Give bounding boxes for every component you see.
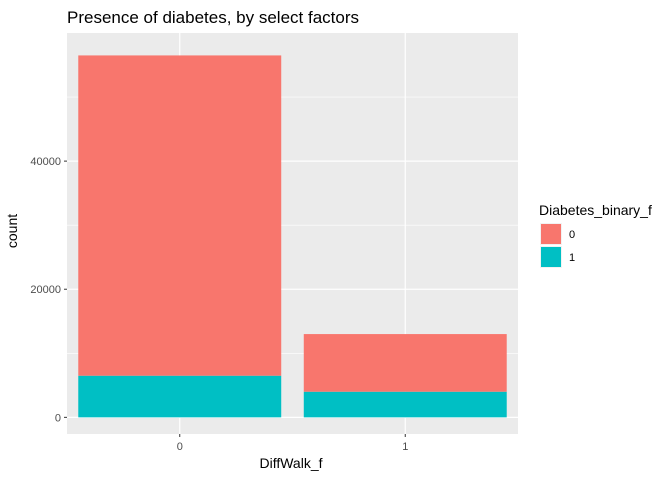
y-tick-label: 40000 [30,156,61,168]
chart-title: Presence of diabetes, by select factors [67,8,359,27]
bar-0-series-0 [78,55,282,376]
legend-swatch-0 [541,224,561,244]
y-axis: 0 20000 40000 [30,156,67,424]
y-axis-title: count [4,214,20,248]
bars [78,55,507,418]
legend-swatch-1 [541,247,561,267]
legend-label-1: 1 [569,252,575,264]
legend-label-0: 0 [569,229,575,241]
bar-1-series-0 [303,334,507,392]
bar-0-series-1 [78,375,282,418]
x-axis-title: DiffWalk_f [259,455,322,471]
legend: Diabetes_binary_f 0 1 [539,202,652,268]
bar-1-series-1 [303,391,507,418]
y-tick-label: 20000 [30,284,61,296]
x-tick-label: 0 [177,441,183,453]
y-tick-label: 0 [55,412,61,424]
legend-title: Diabetes_binary_f [539,202,652,218]
x-tick-label: 1 [402,441,408,453]
